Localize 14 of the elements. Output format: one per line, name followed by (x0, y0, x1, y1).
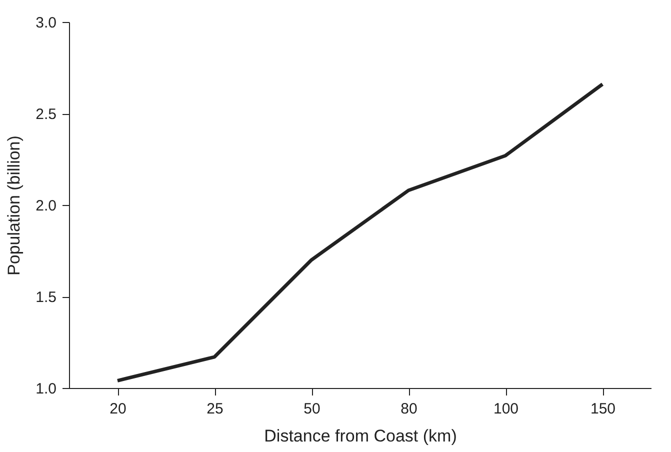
y-tick-label: 2.0 (36, 198, 56, 214)
y-axis-title: Population (billion) (4, 136, 24, 276)
x-tick-label: 25 (206, 400, 224, 418)
y-tick-label: 3.0 (36, 14, 56, 32)
x-tick-label: 50 (304, 400, 320, 418)
x-tick-label: 80 (400, 400, 418, 418)
y-tick-label: 1.5 (36, 289, 56, 306)
y-tick-label: 1.0 (36, 380, 56, 398)
x-tick-label: 150 (590, 400, 616, 418)
line-series (116, 82, 604, 382)
y-tick-label: 2.5 (36, 106, 56, 123)
x-tick-label: 20 (110, 400, 126, 418)
x-tick-label: 100 (493, 400, 519, 418)
x-axis-title: Distance from Coast (km) (264, 426, 457, 446)
